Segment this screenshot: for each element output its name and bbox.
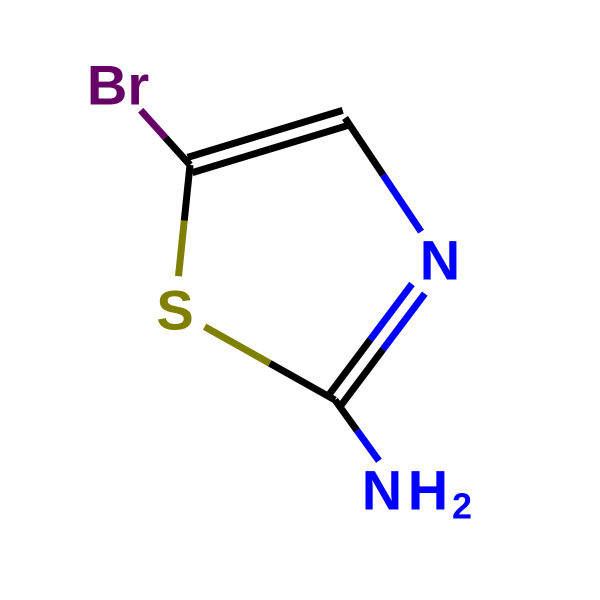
svg-text:2: 2 bbox=[452, 486, 472, 527]
atom-label-n: N bbox=[420, 229, 460, 292]
svg-text:H: H bbox=[408, 459, 448, 522]
atom-label-br: Br bbox=[87, 54, 149, 117]
svg-text:S: S bbox=[156, 279, 193, 342]
atom-label-n: NH2 bbox=[362, 459, 472, 527]
atom-label-s: S bbox=[156, 279, 193, 342]
svg-text:N: N bbox=[362, 459, 402, 522]
svg-text:N: N bbox=[420, 229, 460, 292]
molecule-diagram: SNBrNH2 bbox=[0, 0, 600, 600]
svg-text:Br: Br bbox=[87, 54, 149, 117]
